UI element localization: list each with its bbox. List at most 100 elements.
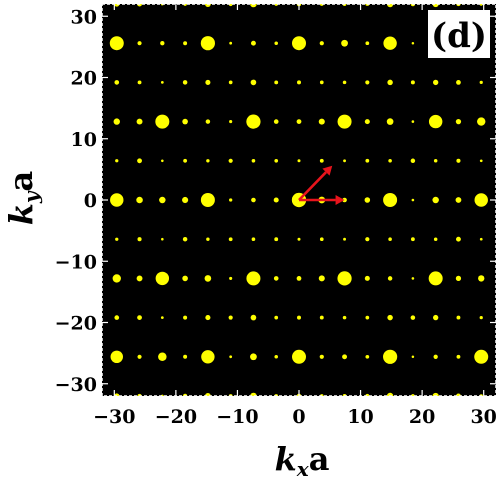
- x-tick-label: −20: [155, 406, 197, 428]
- diffraction-spot: [228, 315, 233, 320]
- y-tick-label: −30: [55, 374, 97, 396]
- diffraction-spot: [160, 41, 165, 46]
- diffraction-spot: [159, 196, 166, 204]
- reciprocal-vectors: [298, 165, 345, 205]
- diffraction-spot: [318, 275, 325, 282]
- diffraction-spot: [206, 159, 210, 163]
- diffraction-spot: [455, 118, 462, 125]
- panel-label-text: (d): [431, 16, 487, 56]
- y-axis-title-main: k: [2, 203, 40, 225]
- diffraction-spot: [455, 197, 462, 203]
- diffraction-spot: [200, 36, 215, 51]
- diffraction-spot: [136, 275, 143, 282]
- diffraction-spot: [136, 196, 143, 204]
- diffraction-spot: [319, 315, 324, 320]
- diffraction-spot: [296, 119, 302, 124]
- diffraction-spot: [387, 276, 393, 281]
- diffraction-spot: [250, 353, 257, 361]
- diffraction-spot: [386, 118, 394, 125]
- diffraction-spot: [201, 350, 215, 364]
- diffraction-spot: [274, 237, 279, 242]
- diffraction-spot: [386, 4, 394, 8]
- diffraction-spot: [342, 80, 347, 85]
- y-tick-label: 0: [84, 190, 97, 212]
- vector-arrow-head-1: [335, 195, 345, 205]
- diffraction-spot: [182, 80, 188, 85]
- diffraction-spot: [296, 276, 302, 281]
- diffraction-spot: [337, 271, 352, 286]
- diffraction-spot: [388, 237, 392, 241]
- diffraction-spot: [456, 315, 461, 320]
- diffraction-spot: [229, 120, 233, 124]
- y-tick-label: −10: [55, 251, 97, 273]
- diffraction-spot: [137, 237, 142, 242]
- diffraction-spot: [411, 41, 415, 45]
- diffraction-spot: [204, 275, 212, 282]
- diffraction-spot: [229, 41, 233, 45]
- diffraction-spot: [229, 198, 233, 202]
- y-axis-title-sub: y: [19, 190, 43, 204]
- diffraction-spot: [411, 277, 415, 280]
- diffraction-spot: [229, 355, 233, 359]
- diffraction-spot: [383, 349, 398, 364]
- y-tick-label: −20: [55, 313, 97, 335]
- diffraction-spot: [155, 114, 170, 129]
- diffraction-spot: [155, 271, 170, 286]
- axis-ticks: −30 −20 −10 0 10 20 30 −30 −20 −10 0 10 20 30: [55, 4, 497, 428]
- x-tick-label: 10: [347, 406, 373, 428]
- diffraction-spot: [229, 276, 233, 280]
- diffraction-spot: [410, 158, 416, 164]
- diffraction-spot: [478, 275, 485, 282]
- diffraction-spot: [206, 237, 210, 241]
- diffraction-spot: [112, 274, 121, 283]
- y-tick-label: 10: [71, 129, 97, 151]
- x-tick-label: −30: [93, 406, 135, 428]
- diffraction-spot: [228, 158, 233, 163]
- x-tick-label: 20: [409, 406, 435, 428]
- diffraction-spot: [387, 314, 393, 321]
- diffraction-spot: [182, 196, 189, 204]
- x-axis-title-main: k: [275, 440, 297, 478]
- diffraction-spot: [365, 41, 370, 46]
- diffraction-spot: [365, 354, 370, 359]
- diffraction-spot: [92, 42, 95, 45]
- diffraction-spot: [250, 40, 256, 46]
- diffraction-spot: [158, 352, 167, 362]
- x-tick-label: 30: [470, 406, 496, 428]
- diffraction-spot: [292, 36, 306, 51]
- diffraction-spot: [410, 315, 416, 320]
- diffraction-spot: [115, 159, 119, 163]
- diffraction-spot: [455, 275, 462, 282]
- diffraction-spot: [337, 114, 352, 129]
- diffraction-spot: [342, 354, 348, 360]
- diffraction-spot: [182, 275, 188, 282]
- diffraction-spot: [479, 237, 483, 241]
- diffraction-spot: [383, 193, 398, 207]
- x-tick-label: −10: [216, 406, 258, 428]
- diffraction-spot: [479, 315, 483, 320]
- diffraction-spot: [274, 158, 279, 163]
- diffraction-spot: [274, 41, 278, 45]
- diffraction-spot: [137, 158, 142, 164]
- diffraction-spot: [274, 80, 279, 85]
- diffraction-spot: [319, 80, 324, 85]
- diffraction-spot: [433, 354, 438, 359]
- diffraction-spot: [318, 118, 325, 125]
- diffraction-spot: [137, 41, 142, 46]
- diffraction-spot: [297, 237, 301, 241]
- diffraction-spot: [474, 193, 488, 207]
- diffraction-spot: [433, 79, 439, 86]
- diffraction-spot: [319, 41, 324, 46]
- diffraction-spot: [183, 354, 188, 359]
- x-axis-title: kxa: [275, 440, 330, 480]
- diffraction-spot: [365, 237, 370, 242]
- diffraction-spot: [136, 118, 143, 125]
- diffraction-spot: [342, 197, 347, 203]
- diffraction-spot: [433, 314, 439, 321]
- y-tick-label: 30: [71, 6, 97, 28]
- diffraction-spot: [479, 80, 483, 85]
- diffraction-spot: [251, 158, 256, 163]
- diffraction-spot: [479, 159, 483, 163]
- diffraction-spot: [297, 315, 301, 320]
